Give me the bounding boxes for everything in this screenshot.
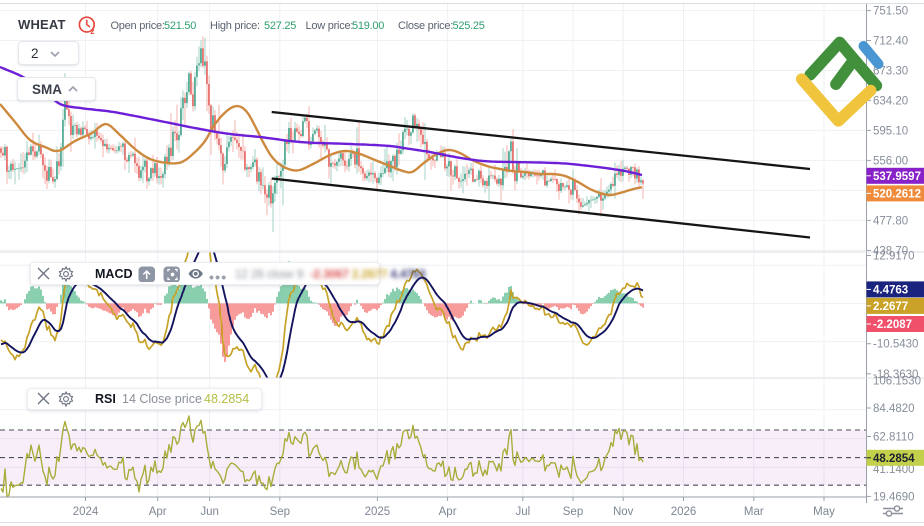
svg-text:438.70: 438.70	[873, 245, 908, 257]
svg-text:84.4820: 84.4820	[873, 403, 915, 415]
svg-text:14 Close price: 14 Close price	[122, 392, 202, 406]
svg-text:Jun: Jun	[200, 506, 219, 518]
svg-text:MACD: MACD	[95, 267, 133, 281]
svg-text:751.50: 751.50	[873, 6, 908, 18]
svg-text:673.30: 673.30	[873, 66, 908, 78]
svg-text:2025: 2025	[365, 506, 391, 518]
svg-text:RSI: RSI	[95, 392, 116, 406]
svg-text:520.2612: 520.2612	[873, 188, 921, 200]
svg-text:Jul: Jul	[515, 506, 530, 518]
svg-text:-18.3630: -18.3630	[873, 369, 918, 381]
svg-text:19.4690: 19.4690	[873, 491, 915, 503]
svg-text:Nov: Nov	[613, 506, 634, 518]
svg-text:12.9170: 12.9170	[873, 251, 915, 263]
svg-text:537.9597: 537.9597	[873, 171, 921, 183]
svg-text:2.2677: 2.2677	[873, 301, 908, 313]
svg-text:41.1400: 41.1400	[873, 464, 915, 476]
svg-text:595.10: 595.10	[873, 125, 908, 137]
svg-text:-10.5430: -10.5430	[873, 339, 918, 351]
svg-text:2026: 2026	[671, 506, 697, 518]
svg-text:634.20: 634.20	[873, 96, 908, 108]
svg-text:-2.2087: -2.2087	[873, 319, 912, 331]
svg-text:Sep: Sep	[563, 506, 583, 518]
svg-text:4.4763: 4.4763	[873, 284, 908, 296]
svg-text:z: z	[90, 26, 94, 36]
svg-text:62.8110: 62.8110	[873, 432, 914, 444]
svg-text:556.00: 556.00	[873, 155, 908, 167]
svg-text:May: May	[813, 506, 835, 518]
svg-text:Apr: Apr	[439, 506, 457, 518]
svg-text:477.80: 477.80	[873, 215, 908, 227]
svg-text:106.1530: 106.1530	[873, 376, 921, 388]
svg-text:Sep: Sep	[270, 506, 290, 518]
svg-text:712.40: 712.40	[873, 36, 908, 48]
svg-text:Mar: Mar	[744, 506, 764, 518]
svg-text:2024: 2024	[73, 506, 99, 518]
svg-text:48.2854: 48.2854	[873, 453, 915, 465]
svg-text:Apr: Apr	[149, 506, 167, 518]
svg-text:48.2854: 48.2854	[204, 392, 249, 406]
